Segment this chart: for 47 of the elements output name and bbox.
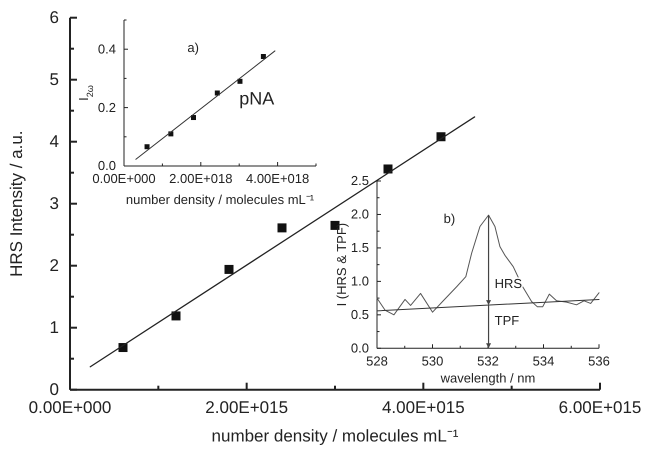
y-tick-label: 5	[50, 70, 59, 90]
x-tick-label: 4.00E+018	[246, 171, 310, 186]
x-tick-label: 530	[422, 354, 444, 369]
annotation: b)	[444, 210, 456, 226]
annotation: a)	[187, 40, 199, 56]
x-axis-title: wavelength / nm	[440, 370, 536, 386]
point	[384, 164, 392, 174]
point	[224, 264, 234, 274]
x-tick-label: 0.00E+000	[92, 171, 156, 186]
x-tick-label: 6.00E+015	[558, 398, 642, 417]
point	[237, 78, 242, 84]
x-axis-title: number density / molecules mL⁻¹	[126, 192, 315, 207]
x-tick-label: 2.00E+018	[169, 171, 232, 186]
y-tick-label: 2	[50, 256, 59, 276]
y-tick-label: 1.5	[350, 240, 369, 256]
x-tick-label: 534	[532, 354, 554, 369]
line-series	[376, 214, 600, 316]
x-tick-label: 532	[477, 354, 499, 369]
annotation: TPF	[494, 312, 520, 328]
y-tick-label: 3	[50, 194, 59, 214]
y-tick-label: 2.5	[350, 173, 369, 188]
x-tick-label: 528	[366, 354, 388, 369]
x-tick-label: 536	[588, 354, 610, 369]
annotation: HRS	[494, 276, 522, 292]
point	[191, 115, 196, 120]
y-axis-title: HRS Intensity / a.u.	[7, 130, 26, 277]
x-tick-label: 2.00E+015	[205, 398, 288, 417]
y-tick-label: 4	[50, 132, 59, 152]
y-axis-title: I (HRS & TPF)	[334, 222, 349, 306]
y-tick-label: 0.5	[350, 307, 369, 322]
y-tick-label: 1	[50, 318, 59, 338]
y-tick-label: 0	[50, 380, 59, 400]
y-tick-label: 2.0	[350, 206, 369, 222]
x-axis-title: number density / molecules mL⁻¹	[212, 426, 459, 446]
y-tick-label: 0.4	[98, 41, 116, 56]
x-tick-label: 4.00E+015	[382, 398, 465, 417]
point	[278, 223, 286, 232]
y-tick-label: 0.2	[98, 100, 116, 115]
y-tick-label: 6	[50, 8, 59, 28]
y-tick-label: 0.0	[350, 340, 369, 356]
x-tick-label: 0.00E+000	[28, 398, 112, 417]
point	[260, 54, 266, 59]
point	[172, 311, 180, 320]
y-tick-label: 1.0	[350, 274, 369, 289]
annotation: pNA	[239, 88, 274, 109]
point	[144, 144, 150, 150]
y-tick-label: 0.0	[98, 158, 116, 174]
